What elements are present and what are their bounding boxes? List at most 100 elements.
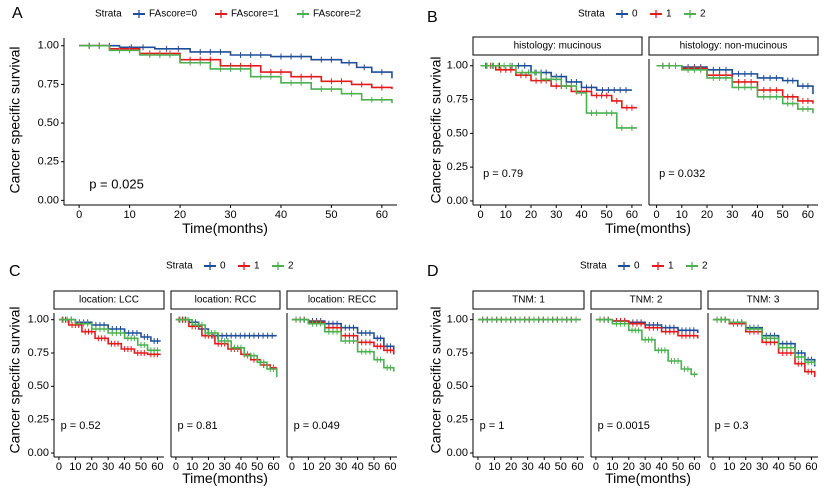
- facet-strip-label: location: RECC: [308, 295, 376, 306]
- x-tick-label: 40: [351, 461, 363, 473]
- x-tick-label: 40: [235, 461, 247, 473]
- y-axis: 0.00 0.25 0.50 0.75 1.00 Cancer specific surv…: [7, 38, 65, 206]
- x-tick-label: 20: [525, 209, 537, 221]
- x-tick-label: 20: [623, 461, 635, 473]
- x-axis: 0 10 20 30 40 50 60: [591, 456, 701, 473]
- panel-letter: C: [9, 263, 21, 280]
- x-tick-label: 50: [789, 461, 801, 473]
- legend-label: 2: [700, 9, 706, 20]
- panel-letter: A: [12, 5, 23, 22]
- p-value-label: p = 0.81: [178, 420, 218, 432]
- x-tick-label: 60: [805, 461, 817, 473]
- x-tick-label: 10: [302, 461, 314, 473]
- x-tick-label: 30: [522, 461, 534, 473]
- legend-label: 1: [666, 9, 672, 20]
- survival-curve-2: [656, 64, 814, 114]
- x-tick-label: 50: [555, 461, 567, 473]
- survival-curve-0: [480, 64, 632, 91]
- x-tick-label: 20: [174, 209, 186, 221]
- x-tick-label: 30: [726, 209, 738, 221]
- facet-strip-label: location: LCC: [79, 295, 139, 306]
- legend-label: 0: [632, 9, 638, 20]
- x-tick-label: 10: [123, 209, 135, 221]
- x-tick-label: 0: [475, 461, 481, 473]
- x-tick-label: 30: [224, 209, 236, 221]
- facet-strip: [53, 290, 165, 310]
- y-axis: 0.00 0.25 0.50 0.75 1.00 Cancer specific surv…: [7, 306, 55, 459]
- survival-curve-1: [712, 318, 816, 377]
- y-tick-label: 0.25: [447, 161, 468, 173]
- y-tick-label: 0.75: [447, 347, 468, 359]
- legend-label: 1: [668, 261, 674, 272]
- x-tick-label: 20: [202, 461, 214, 473]
- legend: Strata FAscore=0 FAscore=1 FAscore=2: [95, 9, 362, 20]
- p-value-label: p = 0.3: [715, 420, 749, 432]
- p-value-label: p = 0.79: [483, 168, 523, 180]
- y-tick-label: 0.00: [38, 194, 59, 206]
- x-tick-label: 30: [102, 461, 114, 473]
- facet-strip: [590, 290, 702, 310]
- x-tick-label: 60: [376, 209, 388, 221]
- x-tick-label: 50: [135, 461, 147, 473]
- x-tick-label: 10: [723, 461, 735, 473]
- survival-curve-0: [58, 318, 161, 342]
- x-axis: 0 10 20 30 40 50 60: [473, 456, 584, 473]
- facet-strip-label: TNM: 2: [630, 295, 663, 306]
- x-tick-label: 20: [740, 461, 752, 473]
- survival-curve-FAscore=2: [79, 44, 393, 103]
- y-tick-label: 0.75: [28, 347, 49, 359]
- survival-curve-0: [291, 318, 395, 355]
- x-axis: 0 10 20 30 40 50 60: [473, 204, 642, 221]
- y-tick-label: 0.00: [447, 447, 468, 459]
- legend-label: 1: [254, 261, 260, 272]
- survival-curve-FAscore=0: [79, 44, 393, 79]
- y-tick-label: 1.00: [447, 314, 468, 326]
- legend-title: Strata: [578, 9, 605, 20]
- x-tick-label: 60: [802, 209, 814, 221]
- facet-strip: [472, 36, 643, 56]
- x-tick-label: 60: [571, 461, 583, 473]
- x-tick-label: 30: [550, 209, 562, 221]
- legend-label: 0: [634, 261, 640, 272]
- legend-title: Strata: [166, 261, 193, 272]
- x-tick-label: 10: [676, 209, 688, 221]
- x-axis: 0 10 20 30 40 50 60: [649, 204, 818, 221]
- x-tick-label: 40: [772, 461, 784, 473]
- facet-strip: [472, 290, 585, 310]
- x-tick-label: 50: [777, 209, 789, 221]
- legend-label: 2: [702, 261, 708, 272]
- y-tick-label: 1.00: [447, 60, 468, 72]
- x-tick-label: 20: [505, 461, 517, 473]
- survival-curve-2: [175, 318, 278, 377]
- y-axis-title: Cancer specific survival: [428, 306, 444, 453]
- facet-3: location: RECC 0 10 20 30 40 50 60 p = 0.049: [286, 290, 398, 473]
- legend: Strata 0 1 2: [578, 9, 706, 20]
- p-value-label: p = 0.049: [294, 420, 340, 432]
- facet-strip: [170, 290, 281, 310]
- legend-title: Strata: [95, 9, 122, 20]
- y-tick-label: 0.50: [447, 380, 468, 392]
- facet-strip-label: TNM: 1: [512, 295, 545, 306]
- x-tick-label: 60: [267, 461, 279, 473]
- x-tick-label: 0: [76, 209, 82, 221]
- x-tick-label: 0: [478, 209, 484, 221]
- p-value-label: p = 0.025: [89, 176, 144, 191]
- p-value-label: p = 1: [480, 420, 505, 432]
- panel-letter: B: [427, 9, 438, 26]
- x-tick-label: 60: [384, 461, 396, 473]
- facet-strip: [286, 290, 398, 310]
- facet-strip-label: TNM: 3: [747, 295, 780, 306]
- x-axis: 0 10 20 30 40 50 60: [64, 204, 397, 221]
- x-tick-label: 40: [275, 209, 287, 221]
- x-tick-label: 40: [751, 209, 763, 221]
- survival-curve-1: [291, 318, 395, 353]
- x-tick-label: 20: [319, 461, 331, 473]
- x-tick-label: 10: [69, 461, 81, 473]
- panel-A: A Strata FAscore=0 FAscore=1 FAscore=20.000.…: [7, 5, 397, 236]
- x-axis: 0 10 20 30 40 50 60: [54, 456, 164, 473]
- survival-curve-2: [480, 64, 637, 129]
- y-tick-label: 1.00: [38, 40, 59, 52]
- y-tick-label: 0.50: [38, 117, 59, 129]
